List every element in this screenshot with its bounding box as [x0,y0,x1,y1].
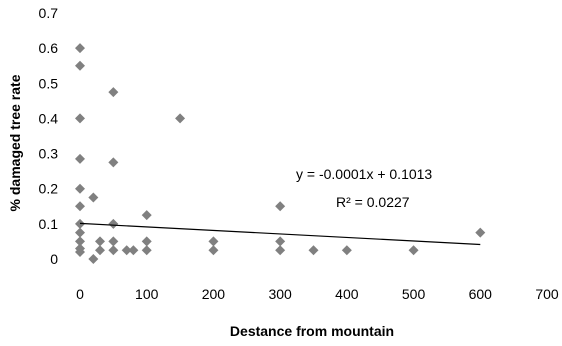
data-point [75,236,85,247]
x-tick-label: 0 [76,286,84,302]
y-tick-label: 0.1 [39,216,59,232]
data-point [75,227,85,238]
data-point [108,245,119,256]
x-tick-label: 300 [268,286,292,302]
y-tick-label: 0.6 [39,40,59,56]
data-point [108,236,119,247]
data-point [88,254,99,264]
data-point [108,157,119,168]
data-point [75,60,85,71]
y-tick-label: 0.2 [39,181,59,197]
data-point [141,245,152,256]
data-point [275,245,286,256]
r-squared-label: R² = 0.0227 [336,194,410,210]
data-point [275,236,286,247]
y-tick-label: 0.4 [39,110,59,126]
x-tick-label: 500 [402,286,426,302]
x-axis-title: Destance from mountain [230,323,394,339]
y-tick-label: 0.7 [39,5,59,21]
data-point [121,245,132,256]
trendline [79,222,481,246]
data-point [208,245,219,256]
y-tick-label: 0.5 [39,75,59,91]
data-point [108,218,119,229]
y-axis-ticks: 0 0.1 0.2 0.3 0.4 0.5 0.6 0.7 [39,5,59,267]
data-point [141,210,152,221]
data-point [88,192,99,203]
data-point [408,245,419,256]
y-tick-label: 0.3 [39,146,59,162]
x-tick-label: 600 [469,286,493,302]
y-axis-title: % damaged tree rate [7,74,23,211]
data-point [341,245,352,256]
x-tick-label: 400 [335,286,359,302]
data-point [95,236,106,247]
x-tick-label: 700 [535,286,559,302]
x-axis-ticks: 0 100 200 300 400 500 600 700 [76,286,559,302]
data-point [75,183,85,194]
data-point [95,245,106,256]
trendline-equation: y = -0.0001x + 0.1013 [296,166,432,182]
data-point [75,153,85,164]
data-point [308,245,319,256]
data-points [75,43,486,264]
data-point [128,245,139,256]
x-tick-label: 100 [135,286,159,302]
data-point [75,43,85,54]
data-point [475,227,486,238]
data-point [75,201,85,212]
x-tick-label: 200 [202,286,226,302]
y-tick-label: 0 [50,251,58,267]
data-point [275,201,286,212]
data-point [108,87,119,98]
data-point [208,236,219,247]
data-point [175,113,186,124]
data-point [141,236,152,247]
data-point [75,246,85,257]
data-point [75,113,85,124]
